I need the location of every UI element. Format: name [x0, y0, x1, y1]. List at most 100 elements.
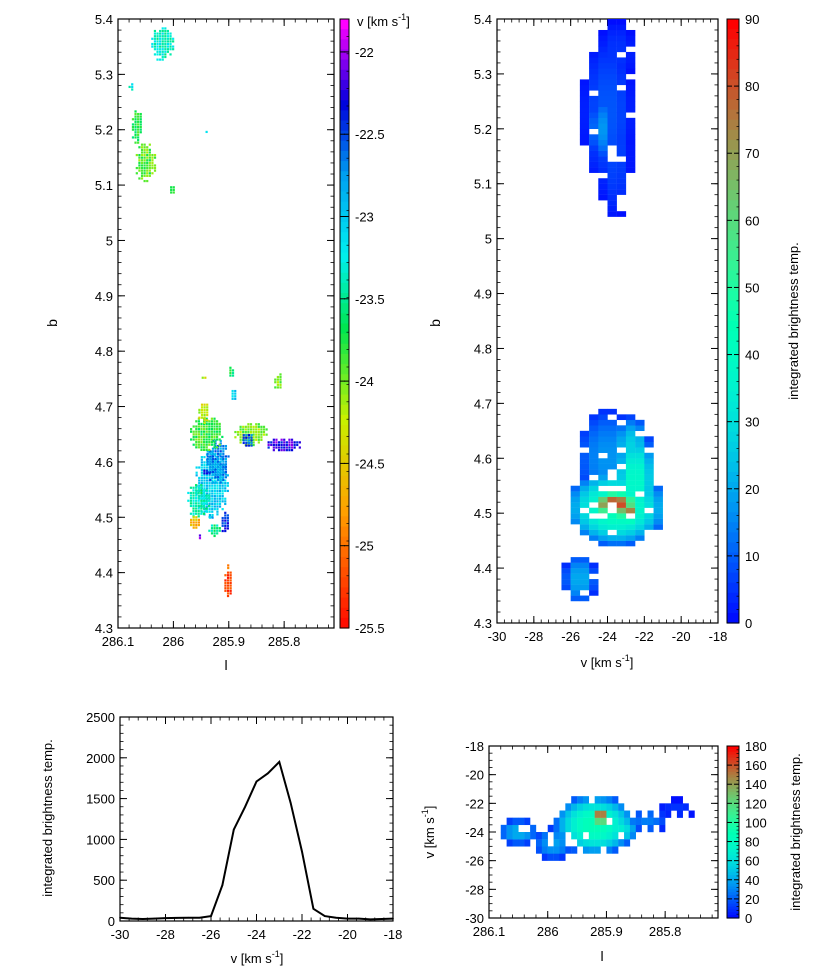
colorbar-segment — [727, 857, 739, 862]
velocity-pixel — [260, 430, 263, 434]
heatmap-cell — [616, 436, 627, 442]
velocity-pixel — [169, 53, 172, 56]
colorbar-segment — [340, 272, 349, 284]
velocity-pixel — [197, 494, 200, 497]
velocity-pixel — [138, 166, 141, 170]
velocity-pixel — [197, 422, 200, 426]
spectrum-point — [244, 805, 246, 808]
y-tick-label: 5.1 — [474, 177, 492, 192]
velocity-pixel — [213, 495, 216, 498]
panel-b-b-v-map: -30 -28 -26 -24 -22 -20 -184.34.44.54.64.74.84… — [427, 12, 801, 670]
heatmap-cell — [629, 832, 636, 840]
velocity-pixel — [134, 131, 137, 134]
heatmap-cell — [616, 19, 627, 25]
velocity-pixel — [209, 460, 212, 463]
velocity-pixel — [214, 476, 217, 479]
velocity-pixel — [218, 428, 221, 431]
data-cluster — [131, 110, 142, 144]
heatmap-cell — [612, 824, 619, 833]
heatmap-cell — [589, 584, 599, 591]
velocity-pixel — [221, 522, 224, 525]
velocity-pixel — [203, 474, 206, 477]
velocity-pixel — [275, 441, 278, 444]
velocity-pixel — [148, 161, 151, 164]
velocity-pixel — [224, 487, 227, 490]
velocity-pixel — [276, 378, 279, 381]
heatmap-cell — [682, 803, 689, 811]
velocity-pixel — [159, 29, 162, 33]
velocity-pixel — [203, 430, 206, 433]
y-tick-label: 4.5 — [95, 510, 113, 525]
velocity-pixel — [211, 457, 215, 461]
velocity-pixel — [159, 45, 162, 48]
velocity-pixel — [146, 151, 149, 154]
colorbar-segment — [340, 252, 349, 264]
velocity-pixel — [195, 474, 198, 477]
velocity-pixel — [214, 439, 217, 442]
velocity-pixel — [216, 435, 219, 439]
heatmap-cell — [635, 436, 645, 442]
velocity-pixel — [224, 500, 227, 503]
heatmap-cell — [598, 474, 608, 481]
colorbar-segment — [727, 912, 739, 916]
heatmap-cell — [589, 441, 599, 448]
velocity-pixel — [227, 566, 230, 570]
velocity-pixel — [217, 470, 220, 474]
heatmap-cell — [598, 90, 608, 97]
velocity-pixel — [156, 45, 159, 48]
velocity-pixel — [159, 37, 162, 40]
velocity-pixel — [139, 115, 142, 118]
colorbar-segment — [727, 149, 739, 161]
heatmap-cell — [625, 496, 636, 503]
heatmap-cell — [616, 172, 627, 179]
velocity-pixel — [211, 492, 214, 495]
velocity-pixel — [205, 435, 208, 439]
heatmap-cell — [541, 839, 548, 847]
heatmap-cell — [598, 106, 608, 113]
x-tick-label: -30 — [488, 629, 507, 644]
heatmap-cell — [616, 458, 627, 464]
colorbar-segment — [727, 270, 739, 282]
velocity-pixel — [192, 499, 195, 502]
velocity-pixel — [290, 438, 294, 441]
colorbar-segment — [727, 371, 739, 382]
velocity-pixel — [205, 484, 209, 487]
velocity-pixel — [226, 519, 229, 522]
velocity-pixel — [143, 143, 146, 146]
heatmap-cell — [535, 846, 543, 854]
heatmap-cell — [635, 419, 645, 426]
y-tick-label: 1000 — [86, 832, 115, 847]
heatmap-cell — [625, 62, 636, 69]
velocity-pixel — [211, 465, 215, 468]
heatmap-cell — [616, 40, 627, 47]
heatmap-cell — [635, 502, 645, 508]
velocity-pixel — [221, 482, 224, 485]
velocity-pixel — [192, 494, 195, 497]
heatmap-cell — [589, 117, 599, 124]
velocity-pixel — [205, 472, 209, 475]
velocity-pixel — [192, 433, 195, 436]
heatmap-cell — [530, 832, 537, 840]
colorbar-segment — [727, 780, 739, 784]
colorbar-tick-label: 70 — [745, 146, 759, 161]
velocity-pixel — [239, 433, 242, 436]
velocity-pixel — [213, 534, 216, 538]
velocity-pixel — [189, 504, 193, 508]
velocity-pixel — [226, 516, 229, 520]
colorbar-title: integrated brightness temp. — [786, 242, 801, 400]
colorbar-segment — [340, 465, 349, 477]
heatmap-cell — [644, 518, 654, 525]
heatmap-cell — [616, 496, 627, 503]
velocity-pixel — [211, 502, 214, 506]
heatmap-cell — [598, 84, 608, 91]
velocity-pixel — [143, 161, 146, 164]
velocity-pixel — [159, 53, 162, 56]
velocity-pixel — [229, 366, 232, 369]
y-tick-label: 5 — [106, 233, 113, 248]
heatmap-cell — [589, 491, 599, 497]
colorbar-segment — [727, 797, 739, 802]
heatmap-cell — [565, 817, 572, 826]
heatmap-cell — [600, 810, 607, 818]
velocity-pixel — [200, 422, 203, 426]
heatmap-cell — [607, 205, 617, 212]
